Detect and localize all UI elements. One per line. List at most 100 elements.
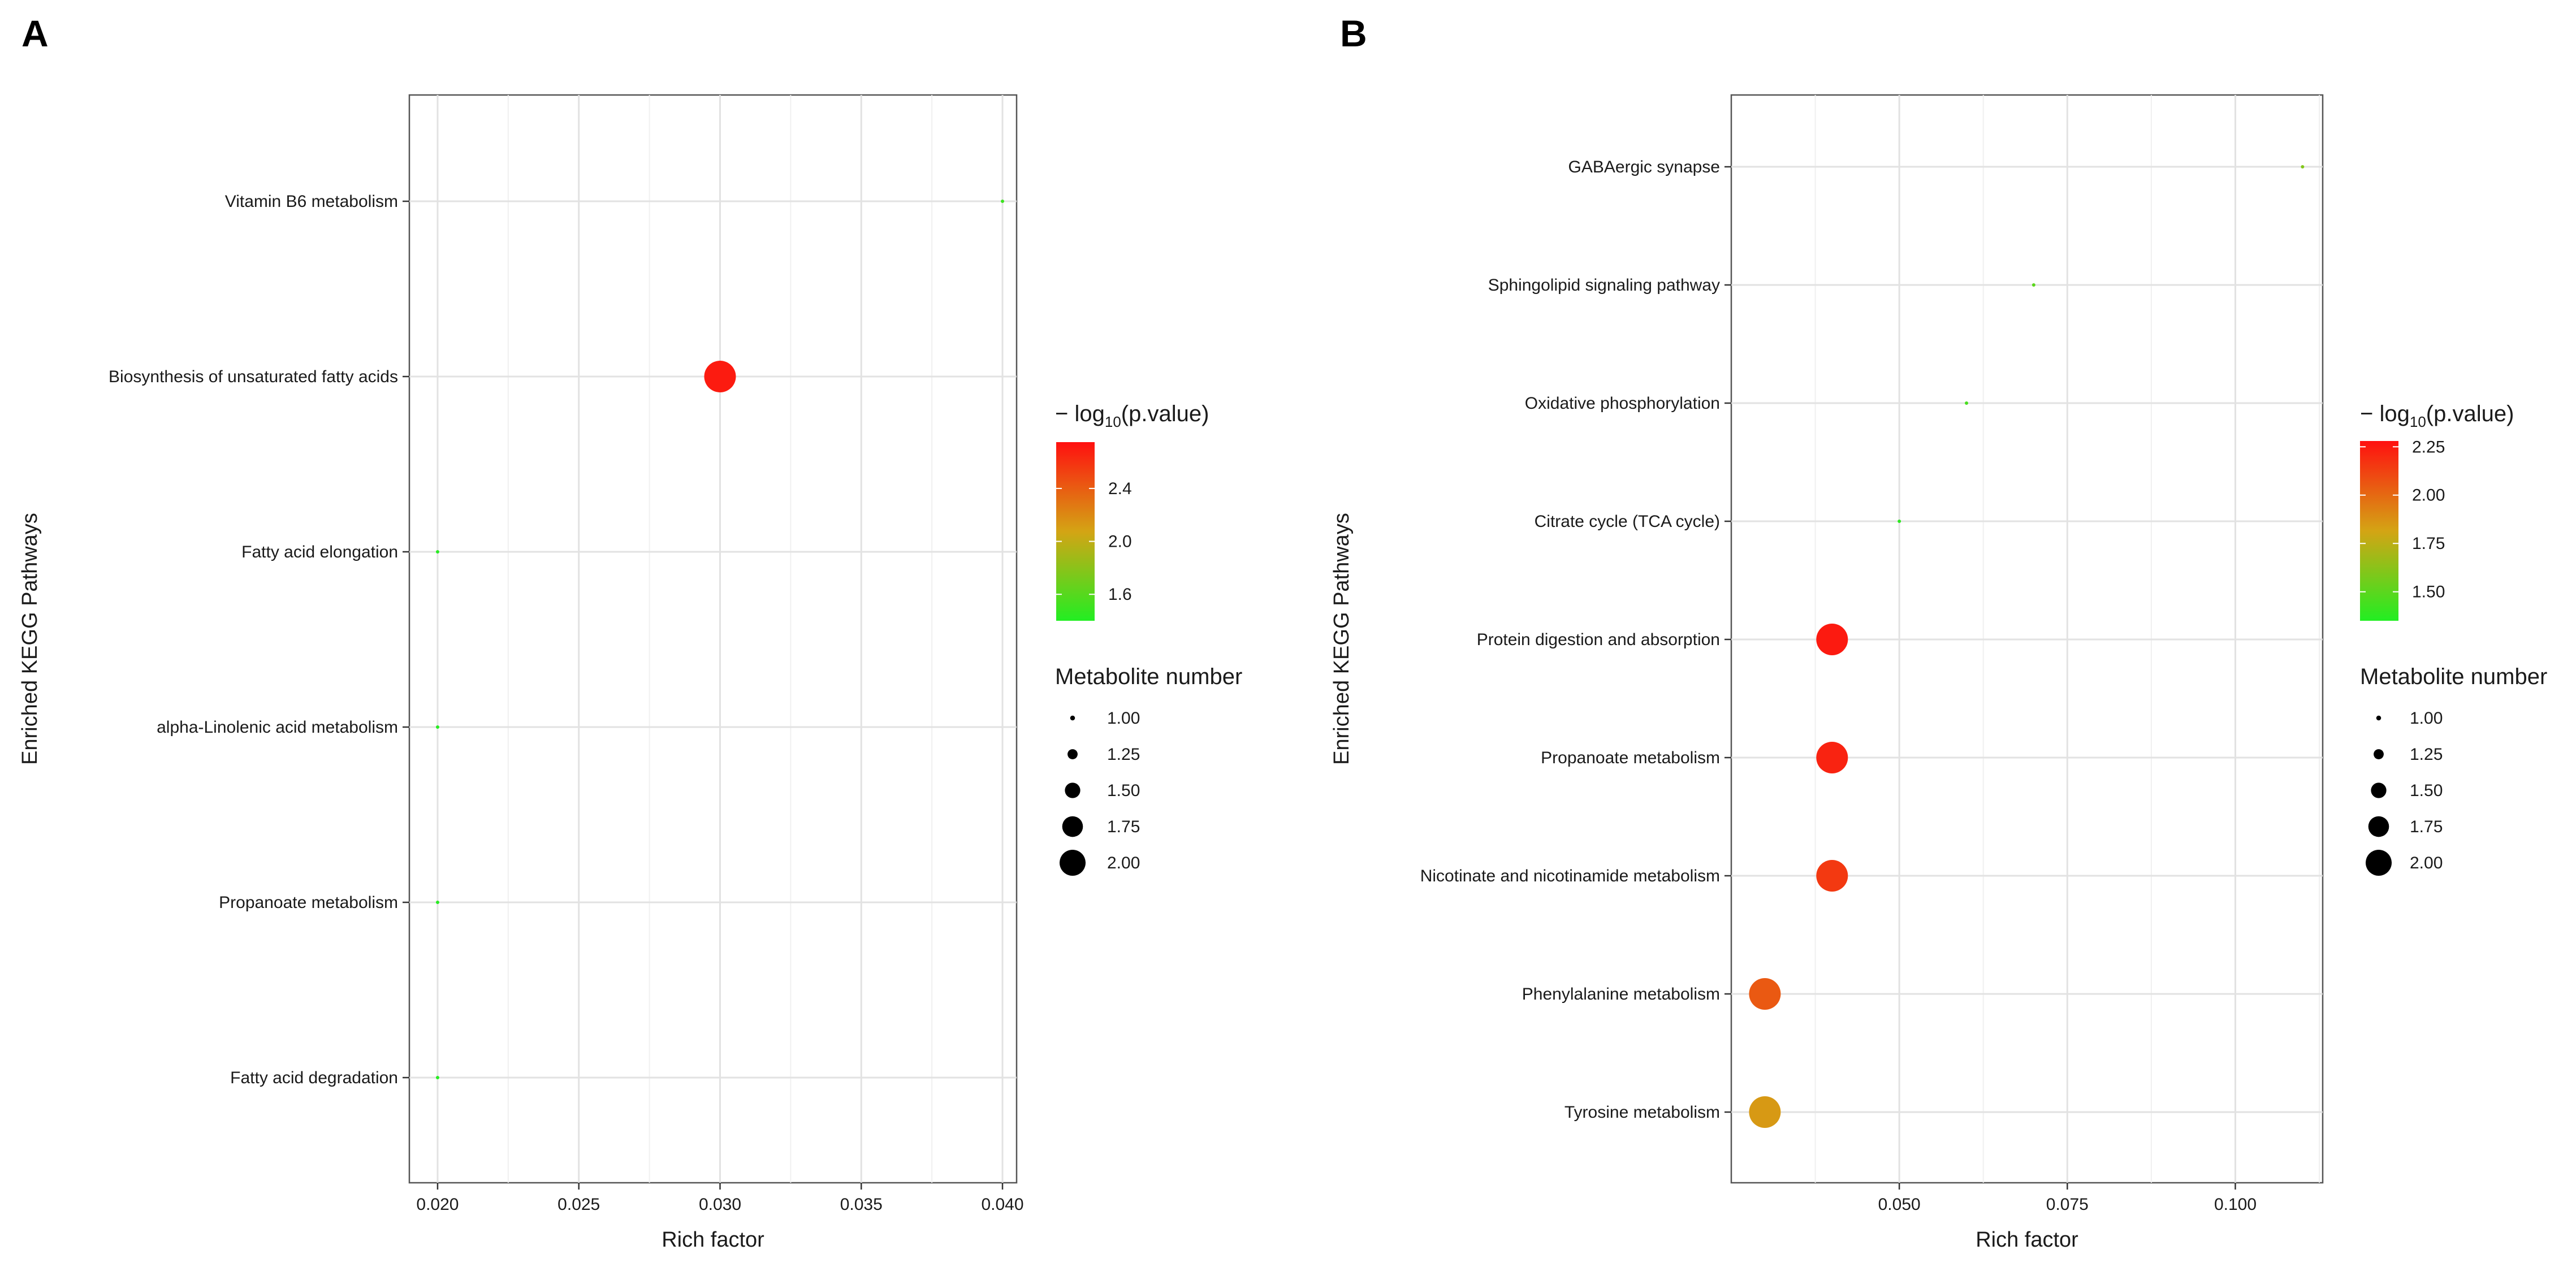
panel-a-plot-frame xyxy=(408,94,1018,1184)
panel-b-size-legend-title: Metabolite number xyxy=(2360,664,2547,689)
size-legend-label: 1.25 xyxy=(2410,745,2443,764)
panel-b-x-axis-title: Rich factor xyxy=(1976,1228,2078,1252)
panel-a-color-legend-title-prefix: − log xyxy=(1055,401,1105,426)
x-tick-label: 0.050 xyxy=(1878,1195,1921,1214)
panel-a-color-legend: − log10(p.value) 1.6 2.0 2.4 xyxy=(1055,401,1209,621)
point-biosynthesis-of-unsaturated-fatty-acids xyxy=(704,361,736,392)
panel-a-size-legend-title: Metabolite number xyxy=(1055,664,1242,689)
y-tick-label-gabaergic-synapse: GABAergic synapse xyxy=(1568,158,1720,176)
point-propanoate-metabolism xyxy=(1816,742,1848,773)
color-bar-tick-label: 1.6 xyxy=(1108,585,1132,604)
point-nicotinate-and-nicotinamide-metabolism xyxy=(1816,860,1848,892)
panel-b-x-ticks: 0.050 0.075 0.100 xyxy=(1878,1183,2257,1214)
y-tick-label-alpha-linolenic-acid-metabolism: alpha-Linolenic acid metabolism xyxy=(157,718,398,737)
size-legend-dot xyxy=(1065,782,1080,798)
point-gabaergic-synapse xyxy=(2301,165,2305,168)
y-tick-label-fatty-acid-degradation: Fatty acid degradation xyxy=(230,1069,398,1087)
point-phenylalanine-metabolism xyxy=(1749,978,1781,1010)
y-tick-label-citrate-cycle-tca-cycle: Citrate cycle (TCA cycle) xyxy=(1535,512,1720,531)
size-legend-dot xyxy=(1062,816,1083,837)
size-legend-dot xyxy=(1067,749,1078,759)
panel-a-grid xyxy=(409,95,1017,1183)
panel-b-y-axis-title: Enriched KEGG Pathways xyxy=(1330,513,1354,765)
y-tick-label-phenylalanine-metabolism: Phenylalanine metabolism xyxy=(1522,985,1720,1004)
panel-a: A Vitamin B6 metabolism Biosynthesis of u… xyxy=(18,12,1242,1252)
color-bar-tick-label: 2.25 xyxy=(2412,438,2445,456)
x-tick-label: 0.075 xyxy=(2046,1195,2089,1214)
y-tick-label-vitamin-b6-metabolism: Vitamin B6 metabolism xyxy=(225,192,398,211)
panel-b-size-legend: Metabolite number 1.00 1.25 1.50 1.75 2.00 xyxy=(2360,664,2547,876)
x-tick-label: 0.040 xyxy=(981,1195,1023,1214)
color-bar-tick-label: 1.75 xyxy=(2412,534,2445,553)
y-tick-label-biosynthesis-of-unsaturated-fatty-acids: Biosynthesis of unsaturated fatty acids xyxy=(109,367,398,386)
point-protein-digestion-and-absorption xyxy=(1816,624,1848,655)
point-fatty-acid-elongation xyxy=(435,550,439,553)
point-sphingolipid-signaling-pathway xyxy=(2032,283,2035,287)
panel-b-color-legend: − log10(p.value) 1.50 1.75 2.00 2.25 xyxy=(2360,401,2514,621)
size-legend-dot xyxy=(2376,715,2381,721)
point-propanoate-metabolism xyxy=(435,901,439,904)
panel-b-color-bar xyxy=(2360,441,2398,621)
x-tick-label: 0.035 xyxy=(840,1195,883,1214)
panel-a-letter: A xyxy=(21,12,49,54)
panel-b-color-legend-title-subscript: 10 xyxy=(2410,413,2426,430)
panel-a-color-bar-ticks: 1.6 2.0 2.4 xyxy=(1056,479,1132,604)
panel-a-x-axis-title: Rich factor xyxy=(662,1228,764,1252)
point-vitamin-b6-metabolism xyxy=(1001,200,1005,203)
y-tick-label-fatty-acid-elongation: Fatty acid elongation xyxy=(241,543,398,561)
panel-a-color-legend-title-subscript: 10 xyxy=(1105,413,1121,430)
panel-b-color-bar-ticks: 1.50 1.75 2.00 2.25 xyxy=(2360,438,2445,602)
size-legend-label: 1.50 xyxy=(2410,781,2443,800)
size-legend-label: 1.50 xyxy=(1107,781,1140,800)
size-legend-dot xyxy=(2366,850,2392,876)
y-tick-label-propanoate-metabolism: Propanoate metabolism xyxy=(1541,749,1720,767)
panel-a-y-ticks: Vitamin B6 metabolism Biosynthesis of uns… xyxy=(109,192,409,1087)
panel-a-size-legend-items: 1.00 1.25 1.50 1.75 2.00 xyxy=(1060,709,1140,876)
size-legend-label: 2.00 xyxy=(1107,854,1140,872)
panel-a-x-ticks: 0.020 0.025 0.030 0.035 0.040 xyxy=(416,1183,1024,1214)
color-bar-tick-label: 2.00 xyxy=(2412,486,2445,505)
size-legend-label: 1.75 xyxy=(1107,818,1140,836)
y-tick-label-nicotinate-and-nicotinamide-metabolism: Nicotinate and nicotinamide metabolism xyxy=(1420,867,1720,885)
size-legend-dot xyxy=(1060,850,1086,876)
point-oxidative-phosphorylation xyxy=(1965,401,1969,405)
x-tick-label: 0.100 xyxy=(2214,1195,2257,1214)
size-legend-label: 1.00 xyxy=(2410,709,2443,728)
y-tick-label-tyrosine-metabolism: Tyrosine metabolism xyxy=(1564,1103,1720,1122)
size-legend-dot xyxy=(2371,782,2387,798)
point-fatty-acid-degradation xyxy=(435,1076,439,1079)
y-tick-label-protein-digestion-and-absorption: Protein digestion and absorption xyxy=(1477,630,1720,649)
size-legend-label: 1.00 xyxy=(1107,709,1140,728)
x-tick-label: 0.025 xyxy=(557,1195,600,1214)
panel-b-letter: B xyxy=(1340,12,1367,54)
panel-a-size-legend: Metabolite number 1.00 1.25 1.50 1.75 2.00 xyxy=(1055,664,1242,876)
y-tick-label-oxidative-phosphorylation: Oxidative phosphorylation xyxy=(1525,394,1720,413)
point-alpha-linolenic-acid-metabolism xyxy=(435,725,439,729)
y-tick-label-sphingolipid-signaling-pathway: Sphingolipid signaling pathway xyxy=(1488,276,1720,295)
panel-b-color-legend-title-prefix: − log xyxy=(2360,401,2410,426)
color-bar-tick-label: 1.50 xyxy=(2412,583,2445,602)
panel-b-size-legend-items: 1.00 1.25 1.50 1.75 2.00 xyxy=(2366,709,2443,876)
panel-b-grid xyxy=(1731,95,2323,1183)
panel-a-color-legend-title-suffix: (p.value) xyxy=(1121,401,1209,426)
panel-b: B GABAergic synapse Sphingolipid signalin… xyxy=(1330,12,2547,1252)
size-legend-label: 2.00 xyxy=(2410,854,2443,872)
panel-b-color-legend-title: − log10(p.value) xyxy=(2360,401,2514,430)
size-legend-dot xyxy=(1070,715,1075,721)
panel-a-y-axis-title: Enriched KEGG Pathways xyxy=(18,513,42,765)
size-legend-dot xyxy=(2374,749,2384,759)
size-legend-label: 1.25 xyxy=(1107,745,1140,764)
panel-b-points xyxy=(1749,165,2305,1128)
size-legend-label: 1.75 xyxy=(2410,818,2443,836)
x-tick-label: 0.030 xyxy=(699,1195,741,1214)
panel-a-color-bar xyxy=(1056,442,1095,621)
point-tyrosine-metabolism xyxy=(1749,1096,1781,1128)
panel-b-color-legend-title-suffix: (p.value) xyxy=(2426,401,2514,426)
color-bar-tick-label: 2.0 xyxy=(1108,533,1132,551)
panel-a-points xyxy=(435,200,1005,1079)
x-tick-label: 0.020 xyxy=(416,1195,459,1214)
y-tick-label-propanoate-metabolism: Propanoate metabolism xyxy=(219,893,398,912)
point-citrate-cycle-tca-cycle xyxy=(1898,520,1901,523)
panel-b-y-ticks: GABAergic synapse Sphingolipid signaling … xyxy=(1420,158,1731,1122)
